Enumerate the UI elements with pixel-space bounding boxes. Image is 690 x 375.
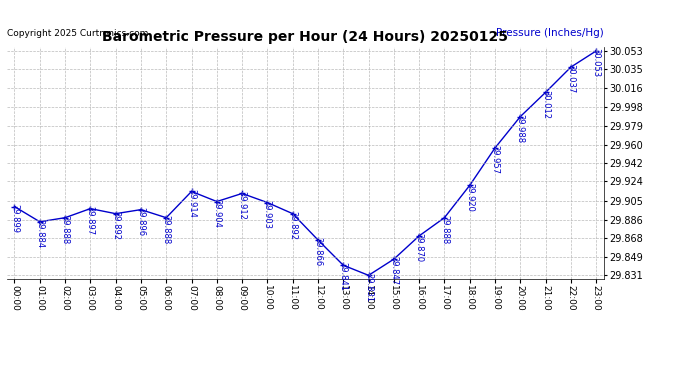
Text: 29.870: 29.870 [415,233,424,262]
Text: 30.012: 30.012 [541,90,550,118]
Text: 29.892: 29.892 [288,211,297,240]
Text: 29.892: 29.892 [111,211,120,240]
Text: 29.914: 29.914 [187,189,196,218]
Text: 29.866: 29.866 [313,237,322,266]
Text: 29.884: 29.884 [35,219,44,248]
Text: 29.831: 29.831 [364,273,373,302]
Text: 29.920: 29.920 [465,183,474,212]
Text: 30.037: 30.037 [566,64,575,94]
Text: 29.988: 29.988 [516,114,525,143]
Text: 29.897: 29.897 [86,206,95,235]
Text: 29.899: 29.899 [10,204,19,233]
Text: 29.847: 29.847 [389,256,398,285]
Text: 29.841: 29.841 [339,262,348,291]
Text: 29.888: 29.888 [161,215,170,244]
Text: 29.896: 29.896 [137,207,146,236]
Text: 29.888: 29.888 [440,215,449,244]
Title: Barometric Pressure per Hour (24 Hours) 20250125: Barometric Pressure per Hour (24 Hours) … [102,30,509,44]
Text: 29.904: 29.904 [213,199,221,228]
Text: 29.888: 29.888 [61,215,70,244]
Text: Copyright 2025 Curtronics.com: Copyright 2025 Curtronics.com [7,28,148,38]
Text: 29.957: 29.957 [491,145,500,174]
Text: 29.903: 29.903 [263,200,272,229]
Text: Pressure (Inches/Hg): Pressure (Inches/Hg) [496,28,604,38]
Text: 30.053: 30.053 [591,48,601,77]
Text: 29.912: 29.912 [237,190,246,219]
